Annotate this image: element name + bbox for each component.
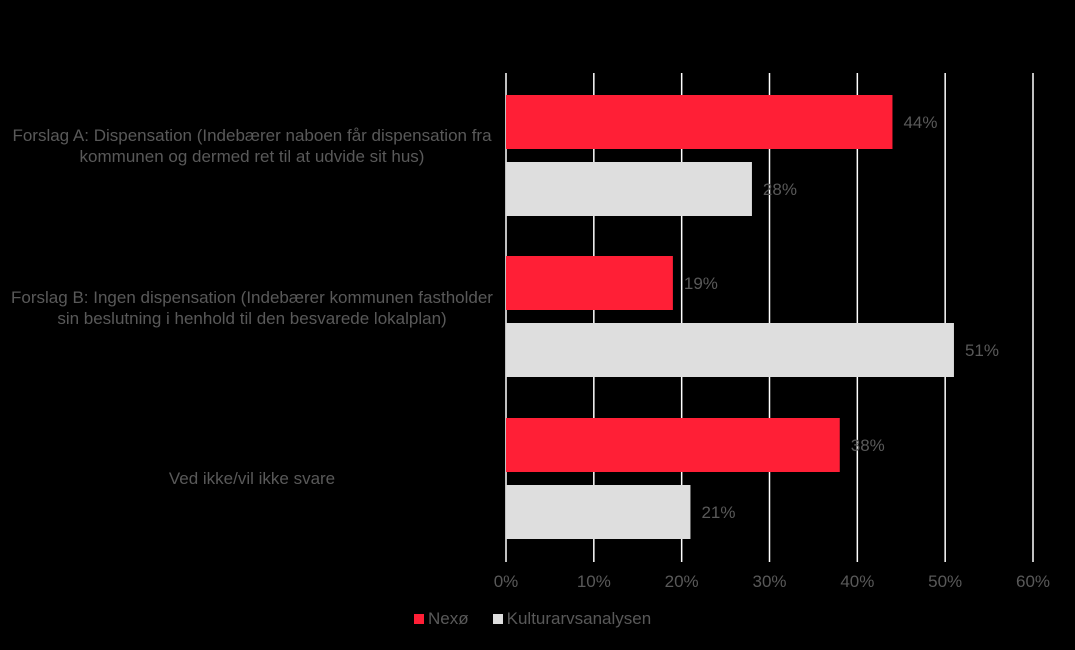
x-tick-label: 20% [665, 572, 699, 591]
gridlines [505, 73, 1034, 562]
bar-nexo [506, 95, 893, 149]
category-label-b: Forslag B: Ingen dispensation (Indebærer… [11, 288, 493, 328]
category-label-a: Forslag A: Dispensation (Indebærer naboe… [12, 126, 492, 166]
bars-group [506, 95, 954, 539]
bar-kulturarvsanalysen [506, 162, 752, 216]
x-tick-label: 60% [1016, 572, 1050, 591]
bar-nexo [506, 418, 840, 472]
legend-swatch-nexo [414, 614, 424, 624]
x-axis-ticks: 0% 10% 20% 30% 40% 50% 60% [494, 572, 1050, 591]
data-labels-group: 44% 28% 19% 51% 38% 21% [684, 113, 999, 522]
bar-nexo [506, 256, 673, 310]
bar-kulturarvsanalysen [506, 485, 691, 539]
legend-item-nexo: Nexø [414, 609, 469, 629]
x-tick-label: 10% [577, 572, 611, 591]
legend-swatch-kulturarvsanalysen [492, 614, 503, 624]
data-label: 51% [965, 341, 999, 360]
x-tick-label: 30% [752, 572, 786, 591]
x-tick-label: 0% [494, 572, 519, 591]
legend-label-nexo: Nexø [428, 609, 469, 628]
x-tick-label: 40% [840, 572, 874, 591]
category-label-c: Ved ikke/vil ikke svare [168, 469, 336, 488]
legend: Nexø Kulturarvsanalysen [414, 609, 675, 629]
bar-kulturarvsanalysen [506, 323, 954, 377]
x-tick-label: 50% [928, 572, 962, 591]
data-label: 28% [763, 180, 797, 199]
legend-label-kulturarvsanalysen: Kulturarvsanalysen [506, 609, 652, 628]
data-label: 19% [684, 274, 718, 293]
data-label: 38% [851, 436, 885, 455]
data-label: 44% [903, 113, 937, 132]
legend-item-kulturarvsanalysen: Kulturarvsanalysen [492, 609, 652, 629]
data-label: 21% [701, 503, 735, 522]
